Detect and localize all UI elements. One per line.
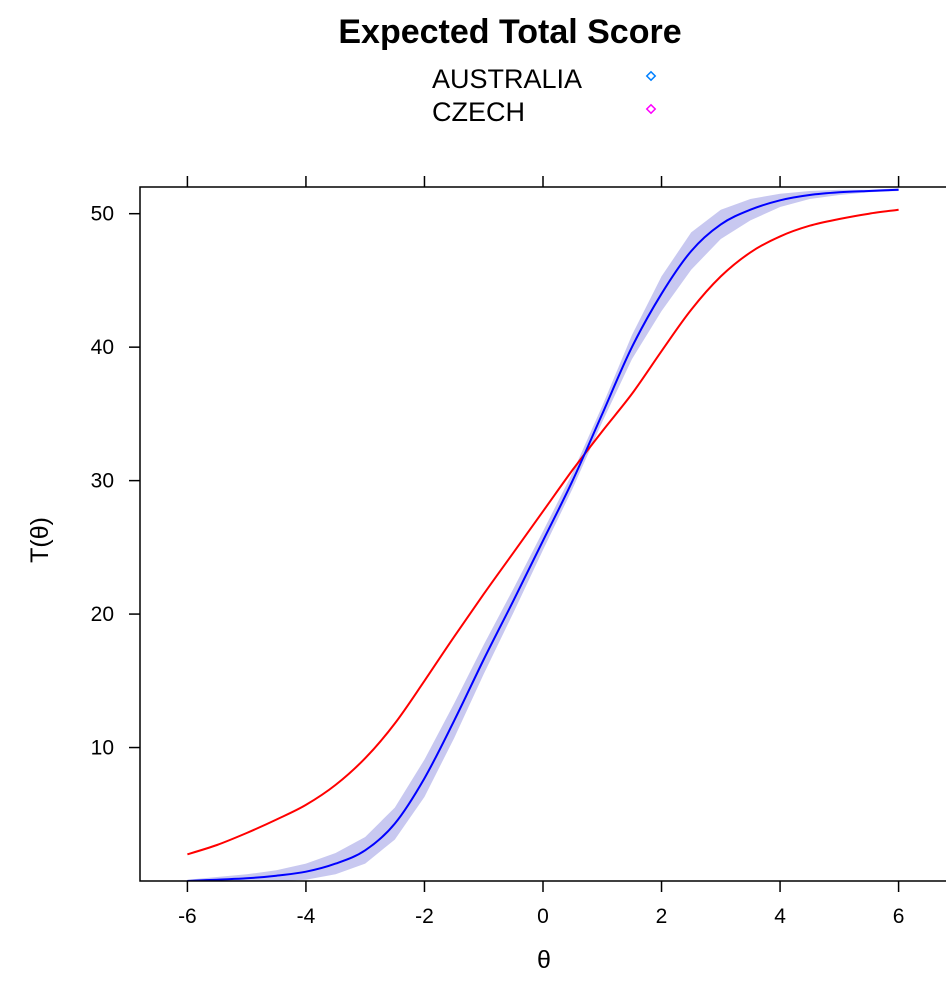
series-0-line [187,188,899,881]
plot-area [139,186,946,882]
y-tick-label: 20 [91,603,114,626]
y-tick-label: 50 [91,203,114,226]
x-axis-top [186,176,900,187]
legend-label-czech: CZECH [432,97,525,127]
series-1-line [187,208,899,856]
x-tick-label: 4 [774,905,786,928]
x-tick-label: 2 [656,905,668,928]
chart-title: Expected Total Score [338,13,681,51]
x-axis-label: θ [537,946,551,974]
legend-label-australia: AUSTRALIA [432,64,582,94]
series-0-band [187,188,899,881]
y-tick-label: 30 [91,470,114,493]
legend: AUSTRALIA CZECH [432,64,657,127]
x-tick-label: -2 [415,905,434,928]
x-tick-label: 6 [893,905,905,928]
legend-marker-australia [645,70,657,82]
y-tick-label: 40 [91,336,114,359]
x-axis-bottom: -6 -4 -2 0 2 4 6 [178,881,904,928]
x-tick-label: -6 [178,905,197,928]
y-tick-label: 10 [91,737,114,760]
legend-marker-czech [645,103,657,115]
x-tick-label: 0 [537,905,549,928]
y-axis-label: T(θ) [26,517,54,563]
x-tick-label: -4 [297,905,316,928]
y-axis: 10 20 30 40 50 [91,203,140,760]
